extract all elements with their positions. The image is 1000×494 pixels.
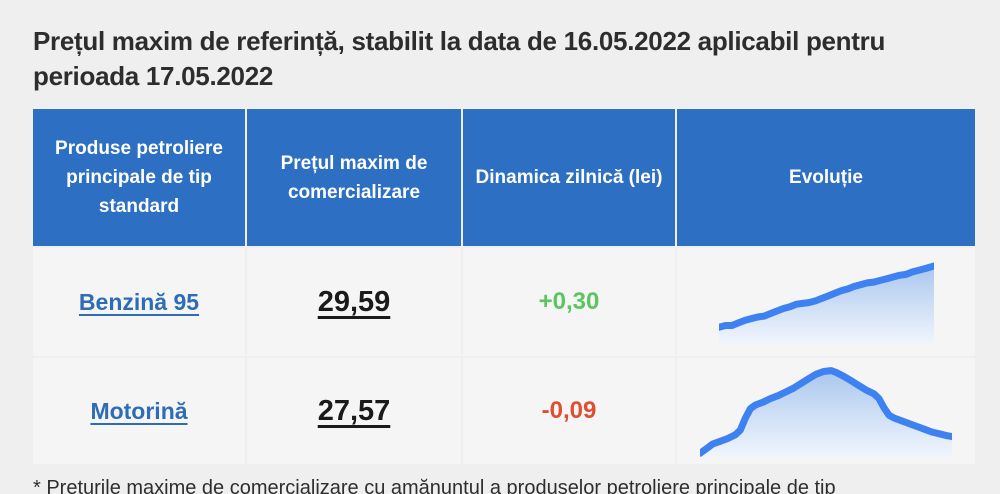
price-value-motorina[interactable]: 27,57 (317, 394, 391, 427)
column-header-daily-dynamic: Dinamica zilnică (lei) (463, 109, 675, 246)
table-row-motorina-change-cell: -0,09 (463, 358, 675, 464)
product-link-benzina-95[interactable]: Benzină 95 (78, 288, 200, 315)
column-header-max-price: Prețul maxim de comercializare (247, 109, 461, 246)
table-row-benzina-price-cell: 29,59 (247, 248, 461, 356)
table-row-benzina-product-cell: Benzină 95 (33, 248, 245, 356)
column-header-max-price-label: Prețul maxim de comercializare (280, 152, 428, 203)
fuel-price-table: Produse petroliere principale de tip sta… (33, 109, 975, 464)
table-row-motorina-price-cell: 27,57 (247, 358, 461, 464)
table-row-motorina-product-cell: Motorină (33, 358, 245, 464)
price-value-benzina-95[interactable]: 29,59 (317, 285, 391, 318)
column-header-daily-dynamic-label: Dinamica zilnică (lei) (475, 167, 663, 188)
table-row-benzina-evolution-cell (677, 248, 975, 356)
daily-change-motorina: -0,09 (541, 397, 597, 424)
column-header-products-label: Produse petroliere principale de tip sta… (55, 138, 223, 217)
daily-change-benzina-95: +0,30 (538, 288, 600, 315)
column-header-products: Produse petroliere principale de tip sta… (33, 109, 245, 246)
evolution-sparkline-motorina (700, 366, 952, 458)
table-row-motorina-evolution-cell (677, 358, 975, 464)
table-row-benzina-change-cell: +0,30 (463, 248, 675, 356)
column-header-evolution-label: Evoluție (789, 167, 863, 188)
page-title: Prețul maxim de referință, stabilit la d… (33, 26, 886, 91)
column-header-evolution: Evoluție (677, 109, 975, 246)
footnote: * Preturile maxime de comercializare cu … (33, 477, 836, 494)
evolution-sparkline-benzina-95 (718, 262, 934, 345)
product-link-motorina[interactable]: Motorină (90, 397, 188, 424)
